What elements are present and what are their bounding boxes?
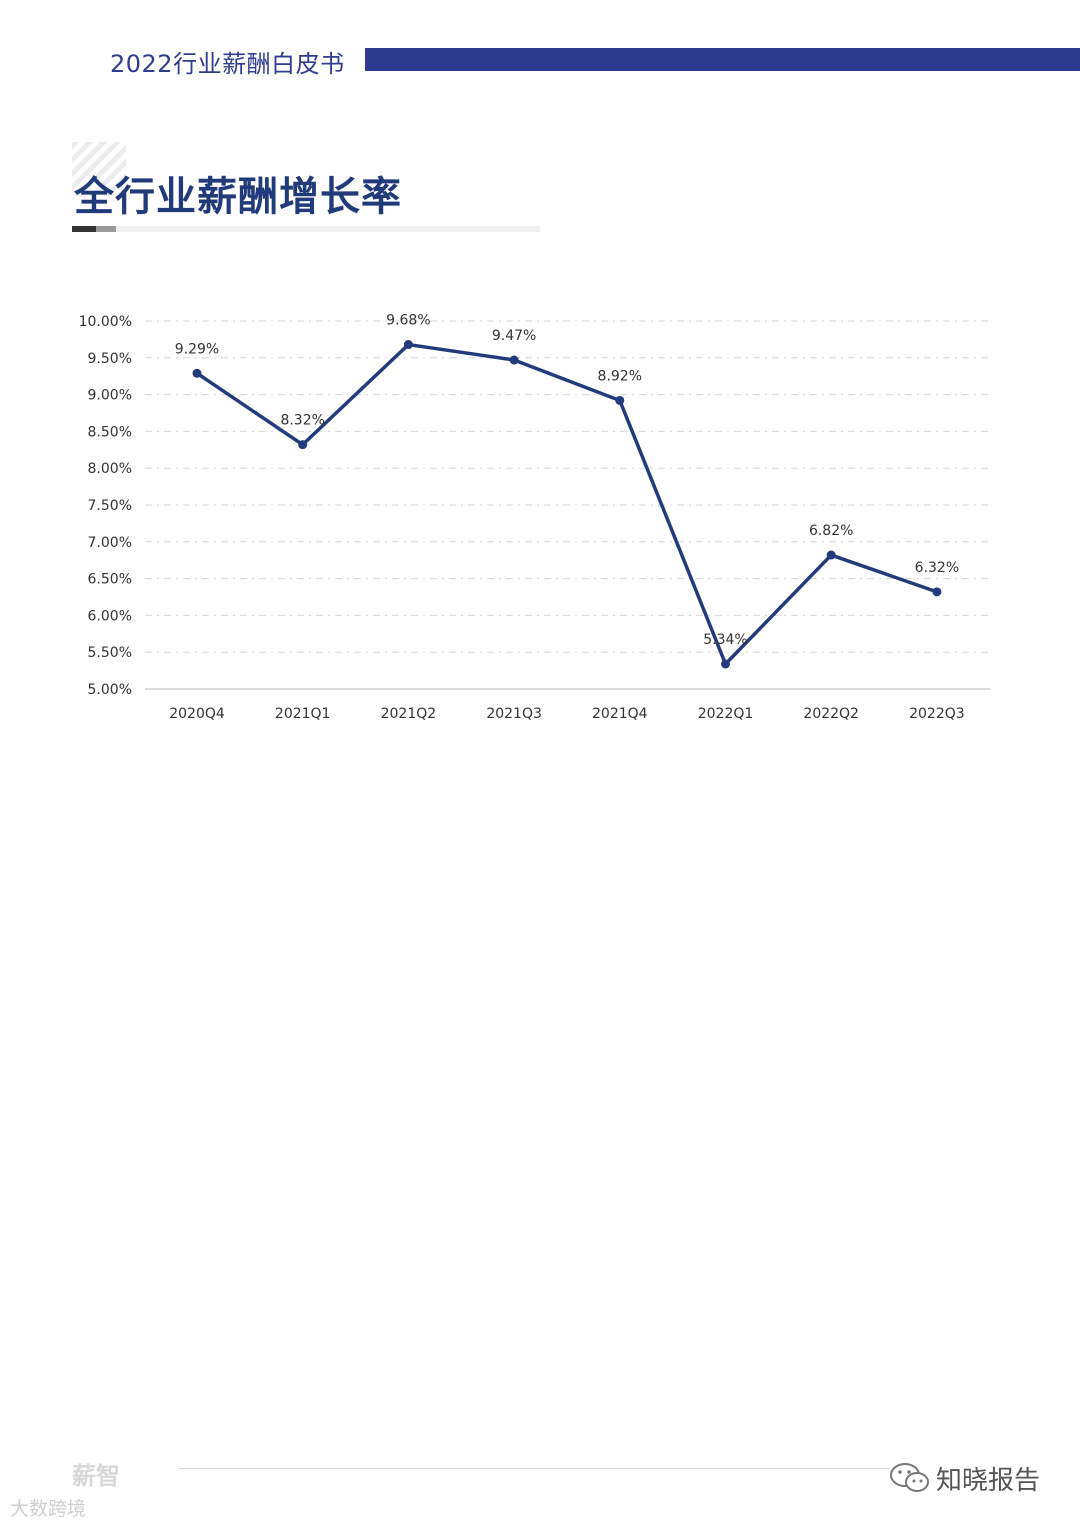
data-point [721,659,730,669]
y-tick-label: 9.50% [88,351,132,367]
data-point [615,395,625,405]
x-tick-label: 2021Q2 [381,706,437,722]
data-point [826,550,836,560]
line-chart: 5.00% 5.50% 6.00% 6.50% 7.00% 7.50% 8.00% 8.50%… [79,313,990,722]
data-label: 8.32% [280,413,324,429]
data-point [932,587,942,597]
y-tick-label: 10.00% [79,314,132,330]
header-bar [365,48,1080,71]
x-tick-label: 2020Q4 [169,706,225,722]
data-label: 8.92% [598,368,642,384]
y-tick-label: 8.50% [88,424,132,440]
data-point [192,368,202,378]
x-tick-label: 2022Q2 [803,706,859,722]
y-tick-label: 6.50% [88,572,132,588]
x-tick-label: 2022Q1 [698,706,754,722]
y-tick-label: 5.00% [88,682,132,698]
data-point [403,340,413,350]
footer-brand: 知晓报告 [936,1466,1041,1496]
title-underline-light [116,226,540,232]
y-tick-label: 7.50% [88,498,132,514]
data-point [509,355,519,365]
header-title: 2022行业薪酬白皮书 [110,50,345,78]
footer-logo: 薪智 [72,1462,120,1490]
y-tick-label: 5.50% [88,645,132,661]
data-label: 9.68% [386,313,430,329]
y-tick-label: 6.00% [88,608,132,624]
data-label: 9.47% [492,328,536,344]
footer-divider [178,1468,890,1469]
wechat-icon [890,1463,929,1492]
data-label: 6.32% [915,560,959,576]
x-tick-label: 2021Q4 [592,706,648,722]
y-tick-label: 8.00% [88,461,132,477]
footer-logo-sub: 大数跨境 [10,1498,87,1520]
y-tick-label: 7.00% [88,535,132,551]
title-underline-dark [72,226,96,232]
x-tick-label: 2022Q3 [909,706,965,722]
data-label: 6.82% [809,523,853,539]
title-hatch-decoration [72,142,126,196]
data-label: 9.29% [175,341,219,357]
x-tick-label: 2021Q1 [275,706,331,722]
data-point [298,440,308,450]
series-line [196,342,938,666]
section-title: 全行业薪酬增长率 [74,174,402,220]
data-label: 5.34% [703,632,747,648]
x-tick-label: 2021Q3 [486,706,542,722]
title-underline-mid [96,226,116,232]
y-tick-label: 9.00% [88,388,132,404]
